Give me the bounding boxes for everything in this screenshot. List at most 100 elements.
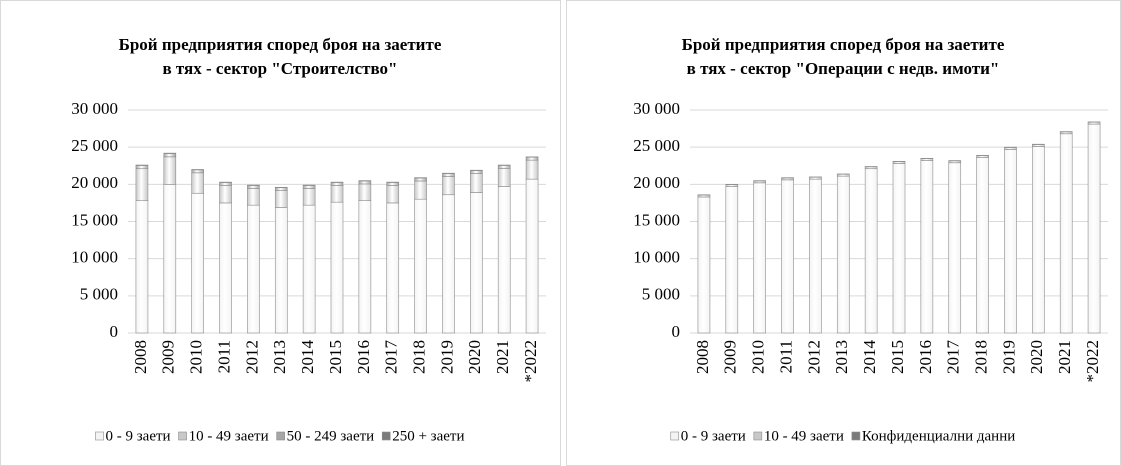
y-tick-label: 20 000 <box>633 173 680 192</box>
bar-segment <box>753 182 766 334</box>
bar-segment <box>358 180 372 185</box>
bar-segment <box>442 194 455 334</box>
y-tick-label: 10 000 <box>71 248 118 267</box>
bar-segment <box>135 200 149 334</box>
bar-segment <box>247 185 260 189</box>
bar-segment <box>725 186 739 334</box>
bar-segment <box>330 182 344 186</box>
bar-segment <box>497 186 511 334</box>
bar-segment <box>1004 149 1017 334</box>
y-tick-label: 20 000 <box>71 173 118 192</box>
bar-segment <box>386 185 400 204</box>
legend-swatch <box>753 431 763 441</box>
bar-segment <box>497 168 511 187</box>
x-tick-label: 2012 <box>242 340 261 374</box>
bar-segment <box>302 188 316 206</box>
x-tick-label: 2013 <box>270 340 289 374</box>
legend-swatch <box>670 431 680 441</box>
chart-title: Брой предприятия според броя на заетите <box>682 35 1005 54</box>
y-tick-label: 0 <box>672 322 681 341</box>
y-tick-label: 30 000 <box>71 99 118 118</box>
bar-segment <box>948 162 962 334</box>
bar-segment <box>1087 123 1101 334</box>
bar-segment <box>219 202 232 334</box>
bar-segment <box>525 159 539 180</box>
legend-swatch <box>381 431 391 441</box>
y-tick-label: 25 000 <box>71 136 118 155</box>
bar-segment <box>442 176 455 196</box>
x-tick-label: 2021 <box>493 340 512 374</box>
y-tick-label: 30 000 <box>633 99 680 118</box>
x-tick-label: 2019 <box>437 340 456 374</box>
bar-segment <box>836 175 850 334</box>
bar-segment <box>1032 146 1045 334</box>
bar-segment <box>470 173 483 193</box>
bar-segment <box>191 192 204 334</box>
bar-segment <box>470 170 483 174</box>
legend-label: 250 + заети <box>392 428 464 444</box>
bar-segment <box>358 183 372 201</box>
x-tick-label: 2010 <box>187 340 206 374</box>
y-tick-label: 15 000 <box>71 210 118 229</box>
x-tick-label: 2021 <box>1055 340 1074 374</box>
x-tick-label: *2022 <box>1083 340 1102 383</box>
legend-swatch <box>95 431 104 441</box>
bar-segment <box>442 173 455 177</box>
x-tick-label: 2020 <box>465 340 484 374</box>
x-tick-label: 2011 <box>214 340 233 373</box>
y-tick-label: 5 000 <box>642 285 680 304</box>
x-tick-label: 2012 <box>804 340 823 374</box>
x-tick-label: 2017 <box>382 340 401 375</box>
bar-segment <box>781 179 794 334</box>
legend-label: 10 - 49 заети <box>189 428 269 444</box>
y-tick-label: 5 000 <box>80 285 118 304</box>
bar-segment <box>976 157 989 334</box>
x-tick-label: 2011 <box>776 340 795 373</box>
x-tick-label: 2008 <box>131 340 150 374</box>
legend-swatch <box>276 431 285 441</box>
bar-segment <box>191 172 204 194</box>
bar-segment <box>414 198 427 334</box>
bar-segment <box>358 200 372 334</box>
x-tick-label: 2009 <box>721 340 740 374</box>
bar-segment <box>302 204 316 334</box>
bar-segment <box>247 204 260 334</box>
y-tick-label: 15 000 <box>633 210 680 229</box>
bar-segment <box>330 185 344 203</box>
bar-segment <box>386 182 400 186</box>
x-tick-label: 2018 <box>972 340 991 374</box>
x-tick-label: 2016 <box>354 340 373 374</box>
bar-segment <box>163 184 177 334</box>
bar-segment <box>809 178 822 334</box>
x-tick-label: 2018 <box>410 340 429 374</box>
bar-segment <box>135 168 149 201</box>
x-tick-label: 2015 <box>888 340 907 374</box>
bar-segment <box>274 187 288 191</box>
y-tick-label: 10 000 <box>633 248 680 267</box>
legend-label: 10 - 49 заети <box>764 428 844 444</box>
bar-segment <box>386 202 400 334</box>
x-tick-label: 2010 <box>749 340 768 374</box>
bar-segment <box>330 201 344 334</box>
y-tick-label: 0 <box>110 322 119 341</box>
x-tick-label: 2017 <box>944 340 963 375</box>
legend-label: 0 - 9 заети <box>105 428 170 444</box>
chart-title: в тях - сектор "Операции с недв. имоти" <box>687 59 1000 78</box>
x-tick-label: 2008 <box>693 340 712 374</box>
chart-title: Брой предприятия според броя на заетите <box>119 35 442 54</box>
bar-segment <box>247 188 260 206</box>
x-tick-label: 2015 <box>326 340 345 374</box>
legend-swatch <box>851 431 861 441</box>
x-tick-label: 2020 <box>1027 340 1046 374</box>
bar-segment <box>414 180 427 200</box>
bar-segment <box>219 182 232 186</box>
legend-label: 50 - 249 заети <box>287 428 375 444</box>
legend-label: Конфиденциални данни <box>862 428 1015 444</box>
bar-segment <box>274 207 288 334</box>
bar-segment <box>274 190 288 208</box>
bar-segment <box>1059 133 1073 334</box>
bar-segment <box>525 156 539 161</box>
bar-segment <box>920 160 934 334</box>
legend-label: 0 - 9 заети <box>681 428 746 444</box>
